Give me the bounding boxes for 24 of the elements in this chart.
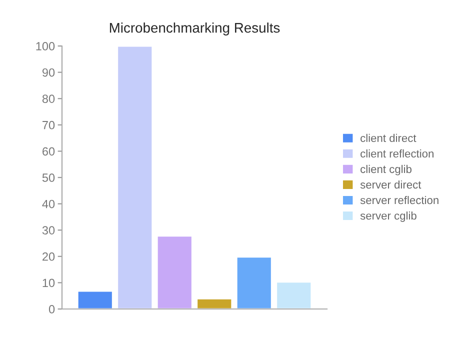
legend-label: client reflection: [360, 149, 434, 158]
y-tick-label: 100: [36, 42, 55, 50]
bar: [156, 235, 193, 309]
bar: [116, 46, 154, 309]
y-tick-label: 20: [42, 252, 55, 261]
chart-title: Microbenchmarking Results: [110, 22, 280, 36]
y-tick-label: 70: [42, 120, 55, 130]
legend-label: server direct: [360, 180, 422, 189]
legend-label: server reflection: [360, 196, 438, 204]
y-tick-label: 80: [42, 94, 55, 103]
bar: [236, 256, 272, 309]
y-tick-label: 60: [42, 147, 55, 156]
y-tick-label: 10: [42, 278, 55, 288]
bar: [76, 290, 114, 309]
legend-label: client cglib: [360, 164, 412, 176]
legend-label: server cglib: [360, 212, 416, 222]
y-tick-label: 0: [48, 305, 55, 314]
legend-label: client direct: [360, 134, 416, 142]
bar: [276, 281, 312, 309]
y-tick-label: 30: [42, 226, 55, 234]
bar: [196, 298, 233, 309]
y-tick-label: 90: [42, 68, 55, 77]
y-tick-label: 50: [42, 174, 55, 182]
y-tick-label: 40: [42, 200, 55, 208]
